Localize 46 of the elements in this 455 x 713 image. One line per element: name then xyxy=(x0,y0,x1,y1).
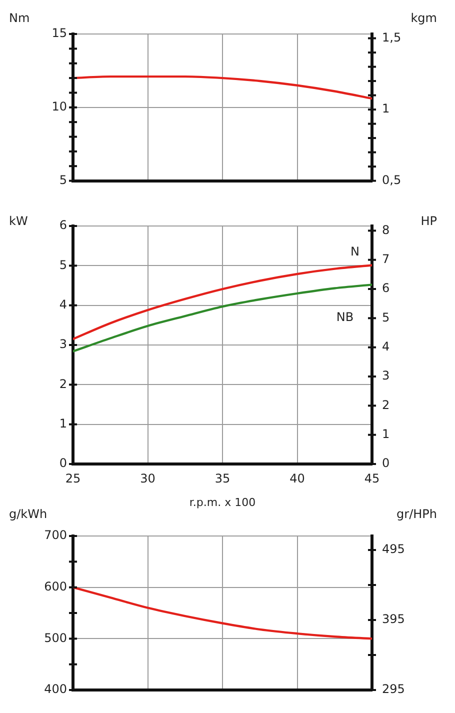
series-label: NB xyxy=(336,310,354,324)
y-tick-label: 5 xyxy=(59,172,67,187)
y2-tick-label: 2 xyxy=(382,398,390,412)
y2-tick-label: 495 xyxy=(382,542,405,556)
y2-tick-label: 8 xyxy=(382,222,390,237)
x-tick-label: 30 xyxy=(140,471,156,486)
y-tick-label: 700 xyxy=(44,528,67,542)
y2-axis-title: gr/HPh xyxy=(396,507,437,522)
y2-tick-label: 6 xyxy=(382,281,390,296)
y2-tick-label: 5 xyxy=(382,310,390,324)
line-series xyxy=(73,284,372,352)
y2-axis-title: kgm xyxy=(410,11,437,26)
y-tick-label: 4 xyxy=(59,297,67,312)
y-tick-label: 0 xyxy=(59,456,67,470)
y-tick-label: 600 xyxy=(44,579,67,594)
y-axis-title: Nm xyxy=(9,11,30,26)
y2-axis-title: HP xyxy=(420,214,437,228)
y2-tick-label: 0,5 xyxy=(382,172,402,187)
y2-tick-label: 0 xyxy=(382,456,390,470)
y2-tick-label: 1 xyxy=(382,102,390,116)
y-tick-label: 10 xyxy=(52,100,67,114)
y-axis-title: kW xyxy=(9,214,28,228)
y2-tick-label: 3 xyxy=(382,368,390,383)
y-tick-label: 500 xyxy=(44,630,67,645)
y2-tick-label: 1,5 xyxy=(382,30,402,44)
y-tick-label: 3 xyxy=(59,337,67,352)
x-tick-label: 35 xyxy=(214,471,230,486)
line-series xyxy=(73,264,372,340)
y-tick-label: 6 xyxy=(59,218,67,232)
y-tick-label: 400 xyxy=(44,682,67,696)
y2-tick-label: 7 xyxy=(382,252,390,266)
y2-tick-label: 295 xyxy=(382,682,405,696)
line-series xyxy=(73,586,372,640)
y-tick-label: 1 xyxy=(59,416,67,430)
x-tick-label: 40 xyxy=(290,471,305,486)
y-tick-label: 5 xyxy=(59,258,67,272)
y-tick-label: 2 xyxy=(59,376,67,391)
y2-tick-label: 4 xyxy=(382,339,390,354)
y2-tick-label: 395 xyxy=(382,612,405,626)
y-tick-label: 15 xyxy=(52,26,67,40)
x-axis-title: r.p.m. x 100 xyxy=(189,496,256,509)
series-label: N xyxy=(350,244,360,258)
y2-tick-label: 1 xyxy=(382,426,390,441)
x-tick-label: 45 xyxy=(364,471,380,486)
x-tick-label: 25 xyxy=(65,471,81,486)
y-axis-title: g/kWh xyxy=(9,507,48,522)
